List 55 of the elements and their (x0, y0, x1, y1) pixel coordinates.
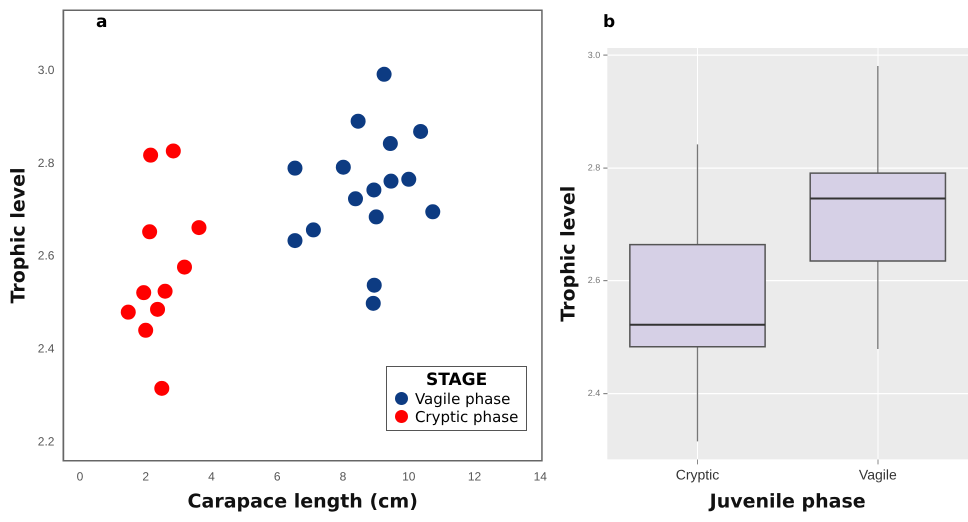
point (376, 66, 392, 82)
point (366, 278, 382, 293)
chart-title: a (96, 12, 108, 32)
y-tick-label: 2.6 (588, 275, 600, 286)
point (413, 124, 428, 139)
point (154, 380, 170, 396)
x-tick-label: 14 (534, 469, 548, 484)
x-tick-label: 10 (402, 469, 416, 484)
point (176, 260, 192, 275)
y-tick-label: 2.8 (588, 162, 600, 173)
y-tick-label: 2.2 (38, 434, 55, 449)
x-tick-label: 4 (208, 469, 216, 484)
x-tick-label: 12 (468, 469, 482, 484)
point (166, 143, 181, 158)
legend-label: Vagile phase (414, 390, 510, 408)
legend-label: Cryptic phase (414, 408, 518, 426)
x-tick-label: Cryptic (676, 466, 720, 483)
y-tick-label: 3.0 (38, 62, 55, 77)
point (191, 220, 206, 236)
point (120, 304, 136, 320)
point (143, 148, 158, 163)
point (138, 322, 154, 338)
point (366, 182, 382, 198)
point (150, 302, 166, 317)
x-tick-label: 6 (274, 469, 281, 484)
y-axis-title: Trophic level (7, 168, 30, 304)
point (287, 233, 302, 248)
y-tick-label: 2.8 (38, 156, 55, 170)
y-tick-label: 3.0 (588, 50, 600, 60)
point (368, 209, 384, 224)
y-axis-title: Trophic level (557, 186, 580, 322)
x-tick-label: 2 (142, 469, 150, 484)
y-tick-label: 2.4 (38, 342, 55, 356)
chart-title: b (603, 12, 616, 32)
point (158, 284, 173, 299)
point (425, 204, 440, 220)
point (384, 174, 399, 189)
point (382, 136, 398, 152)
x-axis-title: Juvenile phase (708, 490, 866, 513)
point (401, 172, 416, 187)
x-tick-label: 0 (76, 469, 84, 484)
x-axis-title: Carapace length (cm) (188, 490, 418, 513)
legend-title: STAGE (425, 370, 488, 390)
point (142, 224, 158, 240)
point (306, 222, 321, 238)
point (136, 285, 152, 300)
point (350, 114, 366, 129)
y-tick-label: 2.4 (588, 388, 600, 398)
point (287, 160, 302, 176)
x-tick-label: Vagile (858, 466, 897, 483)
point (336, 160, 351, 175)
point (348, 191, 363, 206)
x-tick-label: 8 (340, 469, 347, 484)
point (366, 296, 381, 311)
y-tick-label: 2.6 (38, 248, 55, 263)
